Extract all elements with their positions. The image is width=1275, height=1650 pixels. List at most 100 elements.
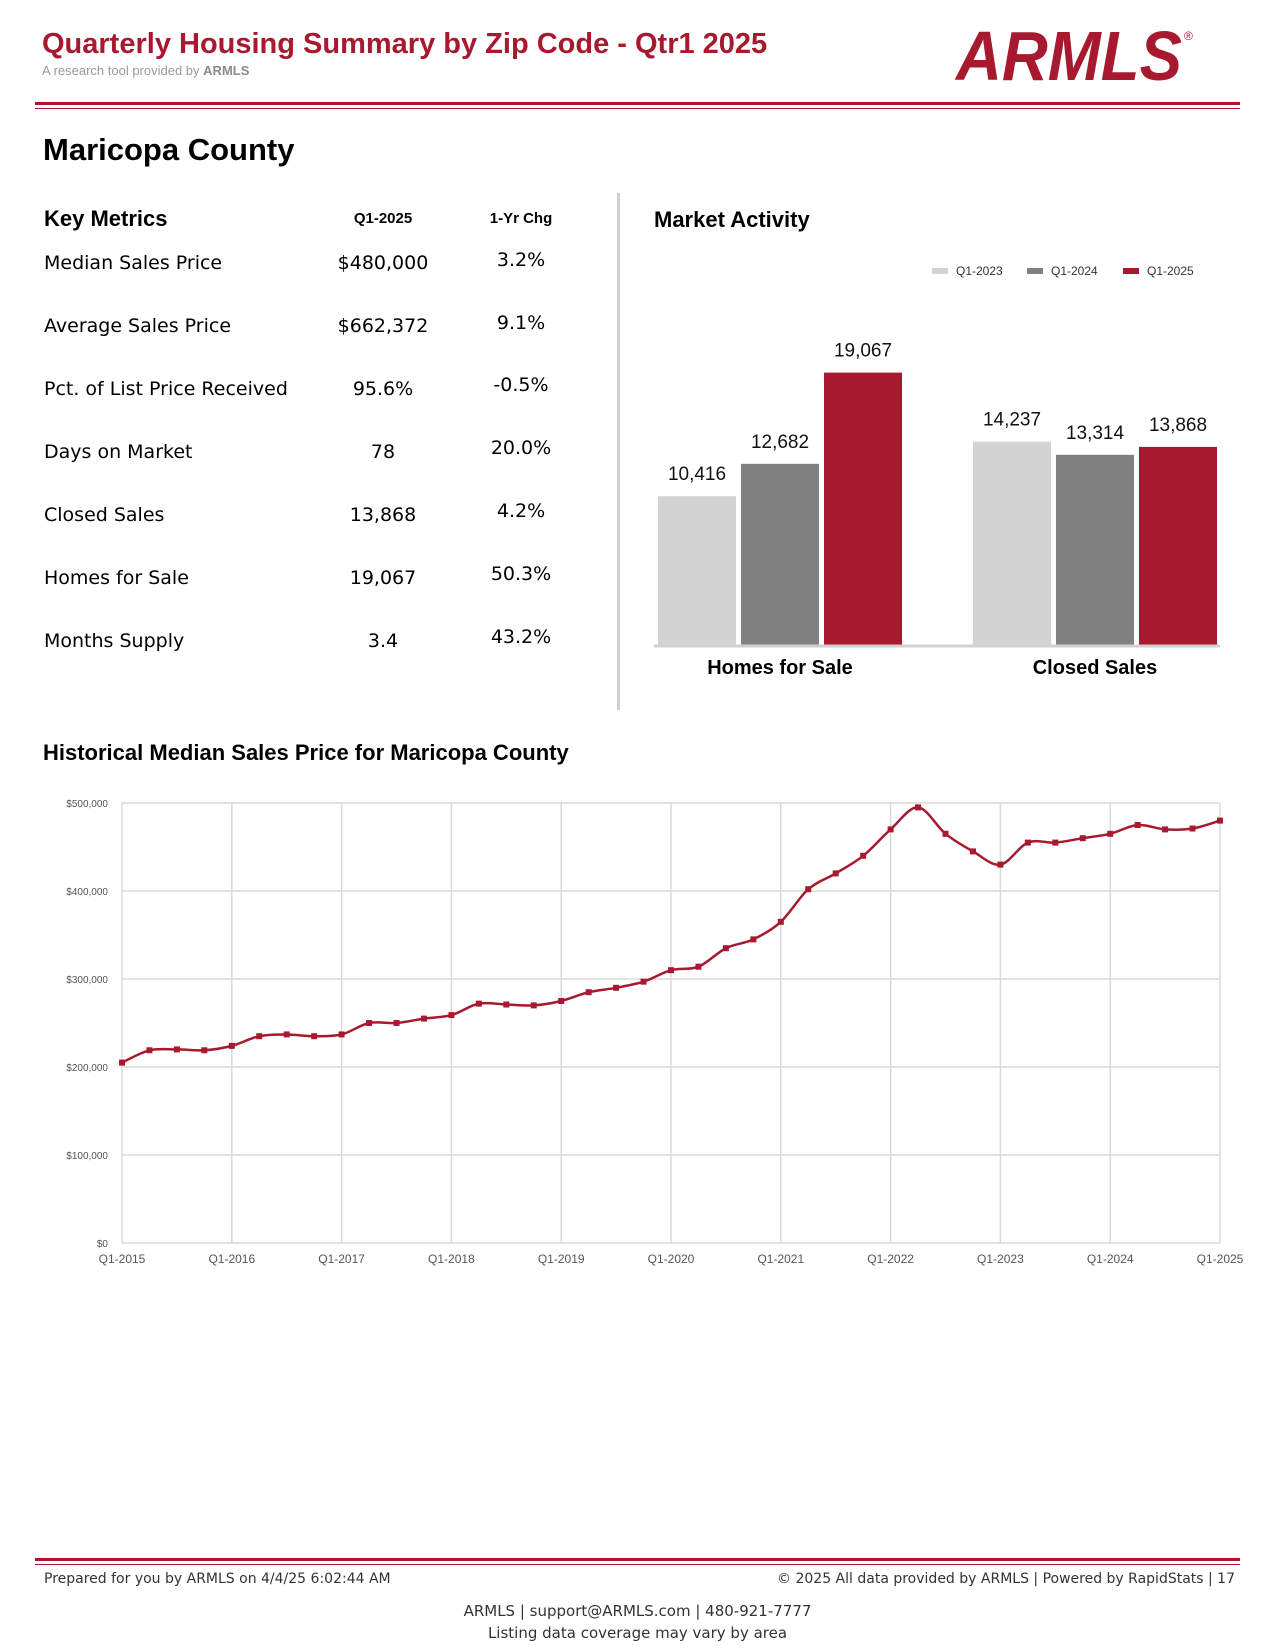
metric-label: Months Supply: [44, 630, 185, 652]
header-rule-thick: [35, 102, 1240, 105]
data-point: [119, 1059, 125, 1066]
data-point: [201, 1047, 208, 1054]
metric-value: 78: [370, 441, 396, 463]
legend-swatch: [1123, 268, 1139, 274]
bar: [741, 463, 819, 645]
data-point: [530, 1002, 537, 1009]
legend-label: Q1-2024: [1051, 264, 1098, 278]
metric-change: 3.2%: [496, 249, 546, 271]
x-tick-label: Q1-2021: [757, 1252, 804, 1266]
data-point: [146, 1047, 153, 1054]
x-tick-label: Q1-2020: [648, 1252, 695, 1266]
data-point: [997, 861, 1004, 868]
y-tick-label: $400,000: [66, 887, 108, 898]
metric-label: Closed Sales: [44, 504, 165, 526]
section-divider: [617, 193, 620, 710]
legend-label: Q1-2023: [956, 264, 1003, 278]
metric-label: Median Sales Price: [44, 252, 223, 274]
bar-value-label: 14,237: [983, 410, 1041, 431]
armls-logo: ARMLS ®: [954, 22, 1193, 84]
logo-registered-mark: ®: [1184, 29, 1193, 43]
data-point: [475, 1000, 482, 1007]
data-point: [256, 1033, 263, 1040]
metric-value: $662,372: [337, 315, 429, 337]
footer-coverage: Listing data coverage may vary by area: [487, 1624, 788, 1642]
x-tick-label: Q1-2018: [428, 1252, 475, 1266]
category-label: Homes for Sale: [707, 657, 853, 679]
data-point: [1189, 825, 1196, 832]
market-activity-heading: Market Activity: [654, 207, 810, 232]
metric-change: 50.3%: [490, 563, 552, 585]
bar-value-label: 19,067: [834, 341, 892, 362]
data-point: [860, 852, 867, 859]
x-tick-label: Q1-2025: [1197, 1252, 1244, 1266]
data-point: [173, 1046, 180, 1053]
data-point: [1162, 826, 1169, 833]
metric-label: Pct. of List Price Received: [44, 378, 288, 400]
y-tick-label: $100,000: [66, 1151, 108, 1162]
data-point: [722, 945, 729, 952]
historical-heading: Historical Median Sales Price for Marico…: [43, 740, 569, 765]
metric-label: Days on Market: [44, 441, 193, 463]
bar: [1139, 446, 1217, 645]
data-point: [640, 978, 647, 985]
footer-copyright: © 2025 All data provided by ARMLS | Powe…: [777, 1571, 1235, 1587]
x-tick-label: Q1-2015: [99, 1252, 146, 1266]
data-point: [311, 1033, 318, 1040]
data-point: [668, 967, 674, 974]
y-tick-label: $200,000: [66, 1063, 108, 1074]
bar-value-label: 13,314: [1066, 423, 1125, 444]
col-header-period: Q1-2025: [353, 210, 413, 227]
y-tick-label: $500,000: [66, 799, 108, 810]
data-point: [448, 1012, 455, 1019]
x-tick-label: Q1-2016: [208, 1252, 255, 1266]
historical-price-chart: $0 $100,000 $200,000 $300,000 $400,000 $500,0…: [66, 799, 1244, 1266]
header-rule-thin: [35, 108, 1240, 109]
y-tick-label: $0: [97, 1239, 109, 1250]
data-point: [613, 984, 620, 991]
x-tick-label: Q1-2022: [867, 1252, 914, 1266]
metric-change: 9.1%: [496, 312, 546, 334]
data-point: [558, 998, 565, 1004]
footer-prepared: Prepared for you by ARMLS on 4/4/25 6:02…: [44, 1571, 391, 1587]
metric-change: 20.0%: [490, 437, 552, 459]
report-subtitle: A research tool provided by ARMLS: [42, 63, 249, 78]
data-point: [503, 1001, 510, 1008]
bar: [973, 441, 1051, 645]
footer-rule-thick: [35, 1558, 1240, 1561]
key-metrics-heading: Key Metrics: [44, 206, 168, 231]
metric-label: Homes for Sale: [44, 567, 189, 589]
y-tick-label: $300,000: [66, 975, 108, 986]
bar-value-label: 12,682: [751, 432, 809, 453]
data-point: [695, 963, 702, 970]
data-point: [1107, 830, 1114, 837]
data-point: [283, 1031, 290, 1038]
data-point: [915, 804, 922, 811]
data-point: [228, 1042, 235, 1049]
legend-label: Q1-2025: [1147, 264, 1194, 278]
x-tick-label: Q1-2017: [318, 1252, 365, 1266]
data-point: [338, 1031, 345, 1038]
data-point: [393, 1020, 400, 1026]
data-point: [832, 870, 839, 877]
metric-value: 95.6%: [352, 378, 414, 400]
footer-contact-block: ARMLS | support@ARMLS.com | 480-921-7777…: [0, 1600, 1275, 1644]
data-point: [1217, 817, 1223, 824]
legend-swatch: [932, 268, 948, 274]
data-point: [805, 886, 812, 893]
category-label: Closed Sales: [1033, 657, 1158, 679]
bar: [658, 496, 736, 645]
data-point: [1052, 839, 1059, 846]
x-tick-label: Q1-2023: [977, 1252, 1024, 1266]
metric-value: 13,868: [349, 504, 417, 526]
data-point: [1079, 835, 1086, 842]
data-point: [1024, 839, 1031, 846]
footer-rule-thin: [35, 1564, 1240, 1565]
data-point: [750, 936, 757, 943]
data-point: [777, 918, 784, 925]
county-name: Maricopa County: [43, 132, 295, 167]
subtitle-brand: ARMLS: [203, 63, 250, 78]
report-title: Quarterly Housing Summary by Zip Code - …: [42, 28, 768, 60]
bar-value-label: 13,868: [1149, 415, 1207, 436]
metric-change: 43.2%: [490, 626, 552, 648]
